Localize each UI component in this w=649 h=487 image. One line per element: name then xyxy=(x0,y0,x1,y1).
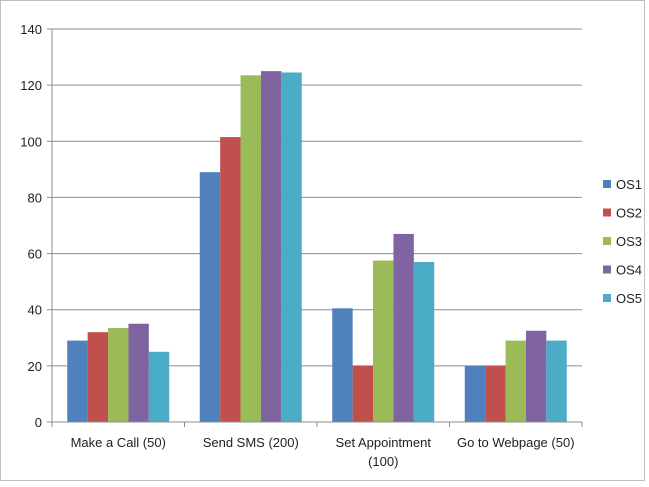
bar-os3-2 xyxy=(373,260,394,422)
bar-os5-1 xyxy=(281,72,302,422)
gridlines xyxy=(52,28,582,367)
y-tick-label: 40 xyxy=(28,303,42,318)
y-tick-label: 140 xyxy=(20,22,42,37)
y-axis-ticks: 0 20 40 60 80 100 120 140 xyxy=(20,22,52,430)
legend-swatch-os5 xyxy=(603,294,611,302)
bar-os3-1 xyxy=(240,75,261,422)
bar-os1-1 xyxy=(199,172,221,422)
y-tick-label: 60 xyxy=(28,247,42,262)
bar-os4-3 xyxy=(525,330,547,422)
x-tick-label: (100) xyxy=(368,454,398,469)
bar-os5-2 xyxy=(413,261,435,422)
legend-label-os1: OS1 xyxy=(616,177,642,192)
bar-os2-3 xyxy=(485,365,506,422)
bar-os1-3 xyxy=(464,365,486,422)
y-tick-label: 0 xyxy=(35,415,42,430)
x-tick-label: Make a Call (50) xyxy=(71,435,166,450)
bars xyxy=(67,71,567,422)
legend-label-os4: OS4 xyxy=(616,263,642,278)
x-tick-label: Send SMS (200) xyxy=(203,435,299,450)
legend-swatch-os3 xyxy=(603,237,611,245)
bar-os5-0 xyxy=(148,351,170,422)
bar-os2-0 xyxy=(87,332,109,422)
bar-os4-0 xyxy=(128,323,149,422)
legend-label-os2: OS2 xyxy=(616,206,642,221)
bar-os5-3 xyxy=(546,340,567,422)
bar-os1-2 xyxy=(332,308,353,422)
bar-os3-3 xyxy=(505,340,526,422)
x-tick-label: Go to Webpage (50) xyxy=(457,435,575,450)
legend-swatch-os4 xyxy=(603,265,611,274)
y-tick-label: 100 xyxy=(20,134,42,149)
bar-os3-0 xyxy=(108,327,129,422)
axes xyxy=(47,29,582,423)
y-tick-label: 20 xyxy=(28,359,42,374)
y-tick-label: 80 xyxy=(28,190,42,205)
bar-os2-1 xyxy=(220,137,241,422)
legend-swatch-os1 xyxy=(603,180,611,188)
legend: OS1 OS2 OS3 OS4 OS5 xyxy=(603,177,642,306)
legend-swatch-os2 xyxy=(603,208,611,217)
bar-os2-2 xyxy=(352,365,374,422)
bar-os4-2 xyxy=(393,233,414,422)
bar-os4-1 xyxy=(260,71,282,422)
bar-os1-0 xyxy=(67,340,88,422)
x-axis-labels: Make a Call (50) Send SMS (200) Set Appoin… xyxy=(51,422,583,469)
legend-label-os5: OS5 xyxy=(616,291,642,306)
y-tick-label: 120 xyxy=(20,78,42,93)
legend-label-os3: OS3 xyxy=(616,234,642,249)
x-tick-label: Set Appointment xyxy=(336,435,432,450)
